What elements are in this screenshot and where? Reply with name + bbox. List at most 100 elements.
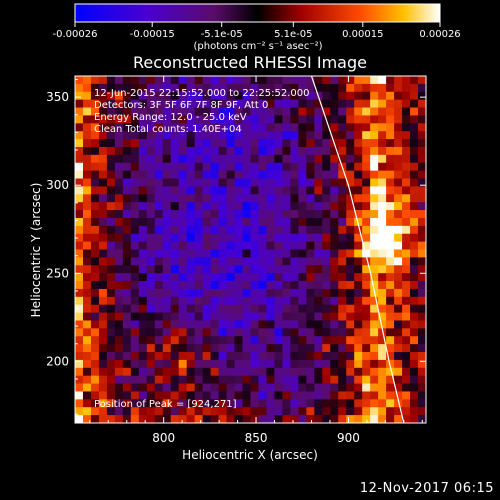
heatmap-cell	[386, 210, 395, 219]
heatmap-cell	[386, 257, 395, 266]
heatmap-cell	[106, 178, 116, 188]
heatmap-cell	[194, 83, 204, 93]
heatmap-cell	[186, 312, 196, 322]
heatmap-cell	[234, 296, 244, 306]
heatmap-cell	[410, 383, 419, 393]
heatmap-cell	[298, 288, 307, 298]
heatmap-cell	[338, 107, 347, 117]
heatmap-cell	[314, 383, 323, 393]
heatmap-cell	[386, 217, 395, 227]
heatmap-cell	[394, 241, 403, 251]
heatmap-cell	[130, 186, 140, 195]
heatmap-cell	[226, 407, 236, 416]
heatmap-cell	[402, 320, 411, 329]
heatmap-cell	[178, 154, 188, 164]
heatmap-cell	[170, 367, 180, 377]
heatmap-cell	[346, 91, 355, 101]
heatmap-cell	[218, 123, 228, 132]
heatmap-cell	[242, 210, 252, 219]
heatmap-cell	[314, 281, 323, 290]
heatmap-cell	[98, 76, 108, 85]
heatmap-cell	[186, 336, 196, 345]
heatmap-cell	[266, 265, 276, 274]
heatmap-cell	[418, 91, 426, 101]
heatmap-cell	[218, 296, 228, 306]
heatmap-cell	[75, 233, 84, 243]
heatmap-cell	[194, 210, 204, 219]
heatmap-cell	[162, 139, 172, 148]
heatmap-cell	[354, 344, 363, 353]
heatmap-cell	[210, 265, 220, 274]
heatmap-cell	[162, 296, 172, 306]
heatmap-cell	[98, 328, 108, 337]
heatmap-cell	[186, 123, 196, 132]
heatmap-cell	[146, 281, 156, 290]
heatmap-cell	[314, 139, 323, 148]
heatmap-cell	[322, 415, 331, 423]
heatmap-cell	[362, 115, 371, 124]
heatmap-cell	[106, 249, 116, 258]
heatmap-cell	[234, 352, 244, 361]
heatmap-cell	[378, 407, 387, 416]
heatmap-cell	[114, 131, 124, 140]
heatmap-cell	[90, 139, 100, 148]
heatmap-cell	[274, 320, 284, 329]
heatmap-cell	[394, 115, 403, 124]
heatmap-cell	[218, 320, 228, 329]
heatmap-cell	[218, 154, 228, 164]
heatmap-cell	[410, 273, 419, 282]
heatmap-cell	[274, 352, 284, 361]
heatmap-cell	[266, 407, 276, 416]
heatmap-cell	[386, 83, 395, 93]
heatmap-cell	[306, 76, 315, 85]
heatmap-cell	[330, 304, 339, 314]
heatmap-cell	[138, 131, 148, 140]
heatmap-cell	[178, 391, 188, 400]
heatmap-cell	[90, 304, 100, 314]
colorbar-ticks: -0.00026 -0.00015 -5.1e-05 5.1e-05 0.00015 0.…	[53, 22, 461, 40]
heatmap-cell	[258, 225, 268, 235]
heatmap-cell	[298, 281, 307, 290]
heatmap-cell	[178, 304, 188, 314]
heatmap-cell	[98, 407, 108, 416]
heatmap-cell	[370, 391, 379, 400]
heatmap-cell	[98, 304, 108, 314]
heatmap-cell	[282, 391, 291, 400]
heatmap-cell	[258, 83, 268, 93]
heatmap-cell	[258, 186, 268, 195]
heatmap-cell	[258, 123, 268, 132]
heatmap-cell	[298, 107, 307, 117]
heatmap-cell	[154, 312, 164, 322]
heatmap-cell	[314, 273, 323, 282]
heatmap-cell	[274, 194, 284, 203]
heatmap-cell	[242, 99, 252, 109]
heatmap-cell	[346, 131, 355, 140]
heatmap-cell	[106, 407, 116, 416]
heatmap-cell	[282, 241, 291, 251]
heatmap-cell	[106, 91, 116, 101]
heatmap-cell	[322, 123, 331, 132]
heatmap-cell	[130, 304, 140, 314]
heatmap-cell	[218, 194, 228, 203]
heatmap-cell	[370, 399, 379, 408]
heatmap-cell	[354, 76, 363, 85]
heatmap-cell	[234, 123, 244, 132]
heatmap-cell	[202, 383, 212, 393]
heatmap-cell	[162, 107, 172, 117]
heatmap-cell	[362, 336, 371, 345]
heatmap-cell	[90, 352, 100, 361]
heatmap-cell	[186, 407, 196, 416]
heatmap-cell	[90, 296, 100, 306]
heatmap-cell	[154, 107, 164, 117]
heatmap-cell	[218, 265, 228, 274]
heatmap-cell	[362, 265, 371, 274]
heatmap-cell	[298, 202, 307, 211]
heatmap-cell	[418, 210, 426, 219]
heatmap-cell	[162, 233, 172, 243]
heatmap-cell	[90, 391, 100, 400]
heatmap-cell	[354, 304, 363, 314]
heatmap-cell	[314, 312, 323, 322]
heatmap-cell	[322, 320, 331, 329]
heatmap-cell	[314, 352, 323, 361]
heatmap-cell	[282, 76, 291, 85]
